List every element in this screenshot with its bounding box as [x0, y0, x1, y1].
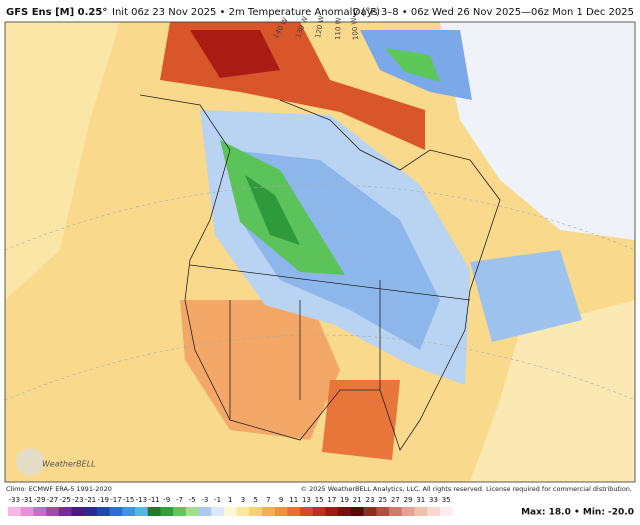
colorbar-swatch: [198, 507, 212, 516]
map: 140 W 130 W 120 W 110 W 100 W WeatherBEL…: [4, 15, 636, 483]
colorbar-swatch: [363, 507, 377, 516]
colorbar: -33 -31 -29 -27 -25 -23 -21 -19 -17 -15 -13 -11 -9 -7…: [8, 496, 453, 516]
colorbar-label: -15: [123, 496, 134, 504]
colorbar-label: -23: [72, 496, 83, 504]
colorbar-label: -33: [9, 496, 20, 504]
colorbar-label: 35: [442, 496, 451, 504]
colorbar-label: -31: [21, 496, 32, 504]
colorbar-swatch: [109, 507, 123, 516]
colorbar-swatch: [84, 507, 98, 516]
colorbar-label: -7: [176, 496, 183, 504]
colorbar-label: 11: [289, 496, 298, 504]
colorbar-swatch: [389, 507, 402, 516]
colorbar-swatch: [96, 507, 110, 516]
colorbar-swatch: [427, 507, 441, 516]
colorbar-label: -19: [98, 496, 109, 504]
colorbar-swatch: [236, 507, 250, 516]
colorbar-label: 5: [253, 496, 257, 504]
colorbar-label: -11: [148, 496, 159, 504]
colorbar-label: 27: [391, 496, 400, 504]
colorbar-label: 19: [340, 496, 349, 504]
max-min: Max: 18.0 • Min: -20.0: [521, 508, 634, 518]
colorbar-swatch: [350, 507, 364, 516]
colorbar-swatch: [274, 507, 288, 516]
colorbar-swatch: [135, 507, 148, 516]
colorbar-swatch: [439, 507, 453, 516]
longitude-label: 110 W: [334, 17, 343, 40]
colorbar-swatch: [338, 507, 352, 516]
colorbar-label: -1: [214, 496, 221, 504]
colorbar-swatch: [8, 507, 21, 516]
colorbar-swatch: [376, 507, 390, 516]
colorbar-label: 21: [353, 496, 362, 504]
colorbar-swatch: [312, 507, 326, 516]
logo: WeatherBELL: [42, 460, 96, 469]
period-title: Days 3–8 • 06z Wed 26 Nov 2025—06z Mon 1…: [353, 7, 634, 18]
climo-note: Climo: ECMWF ERA-5 1991-2020: [6, 485, 112, 493]
init-title: Init 06z 23 Nov 2025 • 2m Temperature An…: [112, 7, 380, 18]
colorbar-label: 13: [302, 496, 311, 504]
colorbar-label: -5: [189, 496, 196, 504]
colorbar-swatch: [173, 507, 187, 516]
colorbar-label: -17: [110, 496, 121, 504]
colorbar-label: -29: [34, 496, 45, 504]
colorbar-swatch: [33, 507, 47, 516]
colorbar-label: -9: [163, 496, 170, 504]
colorbar-label: 31: [416, 496, 425, 504]
colorbar-swatch: [122, 507, 136, 516]
colorbar-label: 1: [228, 496, 232, 504]
colorbar-label: 17: [327, 496, 336, 504]
colorbar-swatch: [46, 507, 60, 516]
colorbar-label: 15: [315, 496, 324, 504]
colorbar-label: 29: [404, 496, 413, 504]
colorbar-label: -3: [201, 496, 208, 504]
colorbar-label: 3: [241, 496, 245, 504]
longitude-label: 120 W: [314, 15, 326, 39]
colorbar-label: -27: [47, 496, 58, 504]
colorbar-swatch: [147, 507, 161, 516]
colorbar-label: -25: [59, 496, 70, 504]
colorbar-label: -13: [136, 496, 147, 504]
colorbar-swatch: [71, 507, 85, 516]
colorbar-swatch: [223, 507, 237, 516]
longitude-label: 100 W: [350, 17, 360, 40]
colorbar-label: 23: [365, 496, 374, 504]
copyright: © 2025 WeatherBELL Analytics, LLC. All r…: [301, 485, 632, 493]
colorbar-swatch: [249, 507, 263, 516]
model-title: GFS Ens [M] 0.25°: [6, 7, 107, 18]
colorbar-swatch: [20, 507, 34, 516]
colorbar-swatch: [414, 507, 428, 516]
colorbar-swatch: [325, 507, 339, 516]
colorbar-swatch: [211, 507, 225, 516]
colorbar-label: 7: [266, 496, 270, 504]
colorbar-swatch: [300, 507, 314, 516]
colorbar-swatch: [287, 507, 301, 516]
colorbar-swatch: [262, 507, 275, 516]
colorbar-label: 33: [429, 496, 438, 504]
colorbar-swatch: [160, 507, 174, 516]
colorbar-swatch: [401, 507, 415, 516]
colorbar-label: 25: [378, 496, 387, 504]
colorbar-swatch: [185, 507, 199, 516]
colorbar-swatch: [58, 507, 72, 516]
colorbar-label: 9: [279, 496, 283, 504]
logo-mark: [16, 448, 44, 476]
colorbar-label: -21: [85, 496, 96, 504]
